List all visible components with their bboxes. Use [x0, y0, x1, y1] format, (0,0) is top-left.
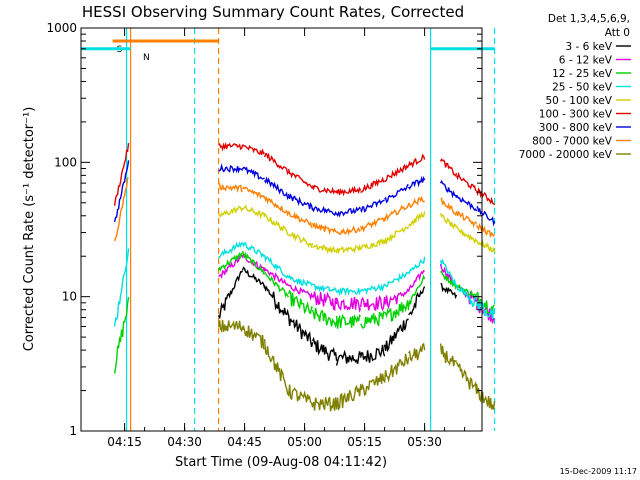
x-tick-label: 05:00 — [287, 435, 322, 449]
x-tick-label: 05:15 — [347, 435, 382, 449]
legend-entry-label: 7000 - 20000 keV — [519, 149, 613, 161]
x-axis-ticks: 04:15 04:30 04:45 05:00 05:15 05:30 — [107, 28, 466, 449]
y-axis-label: Corrected Count Rate (s⁻¹ detector⁻¹) — [22, 107, 37, 352]
x-tick-label: 04:30 — [167, 435, 202, 449]
series-line-3-6-keV — [217, 266, 458, 366]
series-line-25-50-keV — [113, 241, 496, 327]
series-line-7000-20000-keV — [217, 320, 496, 412]
series-line-50-100-keV — [217, 204, 496, 255]
legend-entry-label: 25 - 50 keV — [552, 82, 613, 94]
legend-entry-label: 12 - 25 keV — [552, 68, 613, 80]
legend-entry-label: 300 - 800 keV — [539, 122, 613, 134]
legend-entry-label: 3 - 6 keV — [565, 41, 612, 53]
series-line-800-7000-keV — [113, 177, 496, 242]
x-tick-label: 04:15 — [107, 435, 142, 449]
y-tick-label: 1 — [69, 424, 77, 438]
plot-frame — [80, 27, 483, 432]
series-line-100-300-keV — [113, 141, 496, 206]
y-tick-label: 100 — [54, 155, 77, 169]
footer-date: 15-Dec-2009 11:17 — [560, 467, 637, 476]
legend-entry-label: 100 - 300 keV — [539, 109, 613, 121]
legend-entry-label: 800 - 7000 keV — [532, 136, 613, 148]
series-line-300-800-keV — [113, 160, 496, 227]
plot-marks: SN — [81, 28, 496, 431]
legend-entry-label: 6 - 12 keV — [559, 55, 613, 67]
legend: Det 1,3,4,5,6,9, Att 0 3 - 6 keV 6 - 12 keV… — [519, 13, 631, 161]
series-line-12-25-keV — [113, 250, 496, 374]
series-line-6-12-keV — [218, 253, 496, 324]
x-axis-label: Start Time (09-Aug-08 04:11:42) — [175, 455, 387, 470]
chart-title: HESSI Observing Summary Count Rates, Cor… — [82, 3, 464, 21]
x-tick-label: 04:45 — [227, 435, 262, 449]
y-axis-ticks: 1 10 100 1000 — [46, 21, 482, 438]
y-tick-label: 1000 — [46, 21, 77, 35]
legend-entry-label: 50 - 100 keV — [545, 95, 612, 107]
legend-header: Att 0 — [605, 27, 630, 39]
y-tick-label: 10 — [62, 290, 77, 304]
x-tick-label: 05:30 — [407, 435, 442, 449]
legend-header: Det 1,3,4,5,6,9, — [548, 13, 630, 25]
flag-label: N — [143, 53, 150, 63]
